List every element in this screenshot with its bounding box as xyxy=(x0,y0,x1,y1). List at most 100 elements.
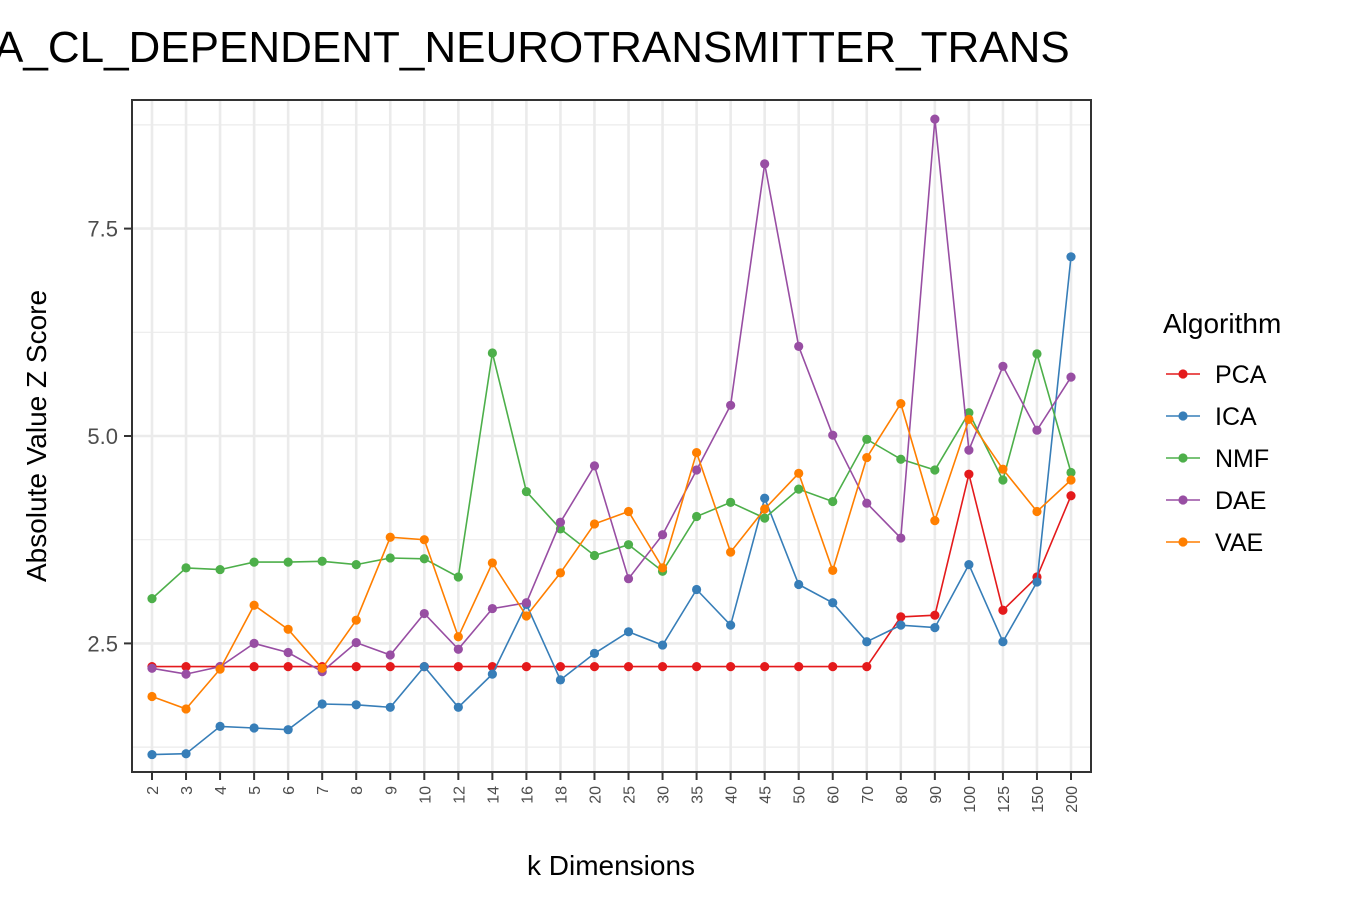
data-point xyxy=(794,341,804,351)
data-point xyxy=(964,469,974,479)
data-point xyxy=(760,504,770,514)
legend-label: VAE xyxy=(1215,529,1263,557)
data-point xyxy=(726,620,736,630)
data-point xyxy=(896,620,906,630)
data-point xyxy=(623,627,634,637)
data-point xyxy=(147,691,157,702)
data-point xyxy=(249,638,259,649)
x-tick-label: 80 xyxy=(894,786,911,804)
data-point xyxy=(828,662,838,672)
data-point xyxy=(657,662,668,672)
data-point xyxy=(351,662,361,672)
legend-item-ica: ICA xyxy=(1166,403,1257,431)
x-tick-label: 7 xyxy=(315,786,332,795)
x-tick-label: 4 xyxy=(213,786,230,795)
x-tick-label: 100 xyxy=(962,786,979,813)
data-point xyxy=(862,498,872,508)
x-tick-label: 2 xyxy=(145,786,162,795)
y-tick-label: 5.0 xyxy=(87,424,118,449)
data-point xyxy=(760,493,770,503)
data-point xyxy=(862,637,872,647)
data-point xyxy=(726,497,736,507)
data-point xyxy=(249,723,259,733)
data-point xyxy=(760,513,770,523)
data-point xyxy=(283,647,293,658)
data-point xyxy=(862,434,872,444)
data-point xyxy=(657,530,668,540)
legend-key-point xyxy=(1178,411,1188,421)
data-point xyxy=(351,559,361,570)
x-tick-label: 90 xyxy=(928,786,945,804)
data-point xyxy=(930,516,940,526)
data-point xyxy=(964,445,974,455)
series-nmf xyxy=(147,348,1076,604)
data-point xyxy=(691,511,702,522)
x-tick-label: 200 xyxy=(1064,786,1081,813)
data-point xyxy=(487,348,497,358)
x-tick-label: 5 xyxy=(247,786,264,795)
data-point xyxy=(487,669,497,679)
data-point xyxy=(147,663,157,673)
data-point xyxy=(521,486,532,497)
data-point xyxy=(930,114,940,124)
data-point xyxy=(726,400,736,410)
data-point xyxy=(487,603,497,614)
data-point xyxy=(589,648,600,658)
legend-item-pca: PCA xyxy=(1166,361,1267,389)
data-point xyxy=(249,557,259,567)
y-tick-label: 2.5 xyxy=(87,631,118,656)
legend-key-point xyxy=(1178,537,1188,547)
data-point xyxy=(623,574,634,584)
data-point xyxy=(215,564,225,575)
data-point xyxy=(828,496,838,507)
data-point xyxy=(657,640,668,650)
data-point xyxy=(1066,475,1076,485)
x-tick-label: 6 xyxy=(281,786,298,795)
data-point xyxy=(794,579,804,590)
data-point xyxy=(862,662,872,672)
legend-key-point xyxy=(1178,453,1188,463)
data-point xyxy=(623,506,634,517)
data-point xyxy=(351,615,361,625)
data-point xyxy=(794,484,804,494)
legend-items: PCA ICA NMF DAE VAE xyxy=(1166,361,1269,557)
data-point xyxy=(555,675,566,685)
data-point xyxy=(964,559,974,570)
x-tick-label: 50 xyxy=(792,786,809,804)
data-point xyxy=(691,447,702,458)
data-point xyxy=(1032,577,1042,587)
data-point xyxy=(657,563,668,573)
data-point xyxy=(453,644,463,654)
legend: Algorithm PCA ICA NMF DAE VAE xyxy=(1163,308,1281,557)
y-axis-title: Absolute Value Z Score xyxy=(21,290,52,582)
data-point xyxy=(794,468,804,478)
series-line-ica xyxy=(151,256,1072,756)
data-point xyxy=(487,558,497,568)
data-point xyxy=(998,361,1008,371)
x-tick-label: 14 xyxy=(485,786,502,804)
series-line-pca xyxy=(152,474,1072,668)
y-tick-label: 7.5 xyxy=(87,217,118,242)
data-point xyxy=(317,699,327,709)
data-point xyxy=(691,662,702,672)
data-point xyxy=(181,669,191,679)
x-tick-label: 8 xyxy=(349,786,366,795)
data-point xyxy=(521,611,532,621)
data-point xyxy=(181,563,191,573)
data-point xyxy=(964,414,974,425)
series-vae xyxy=(147,399,1076,714)
data-point xyxy=(317,556,327,566)
data-point xyxy=(181,662,191,672)
data-point xyxy=(555,568,566,578)
legend-label: DAE xyxy=(1215,487,1266,515)
x-tick-label: 10 xyxy=(417,786,434,804)
data-point xyxy=(385,532,395,542)
x-tick-label: 35 xyxy=(690,786,707,804)
data-point xyxy=(351,700,361,710)
legend-label: NMF xyxy=(1215,445,1269,473)
data-point xyxy=(1032,425,1042,435)
x-tick-label: 25 xyxy=(622,786,639,804)
legend-title: Algorithm xyxy=(1163,308,1281,339)
data-point xyxy=(930,610,940,620)
data-point xyxy=(589,461,600,471)
